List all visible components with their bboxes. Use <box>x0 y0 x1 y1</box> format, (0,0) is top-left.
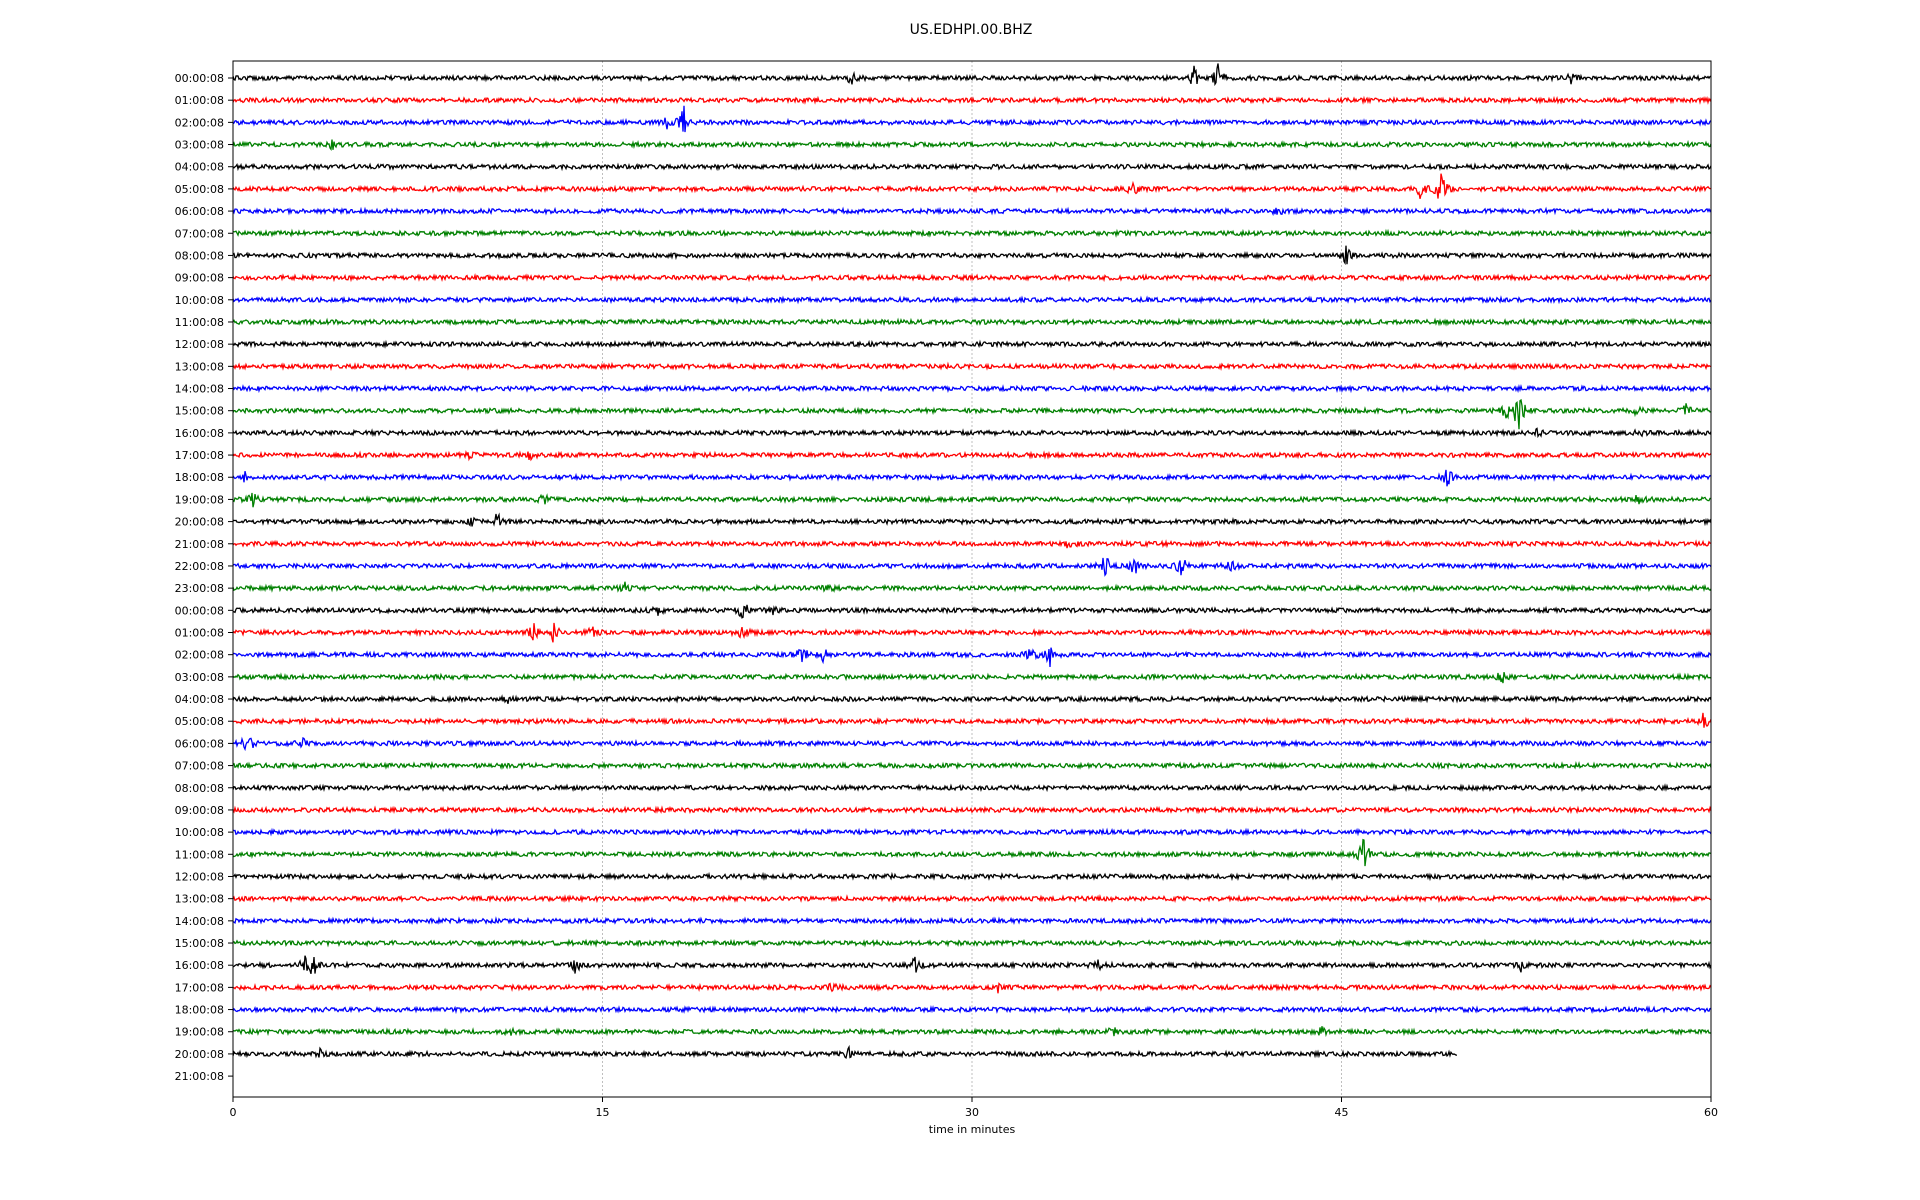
trace-row-9 <box>232 273 1712 283</box>
row-label: 02:00:08 <box>175 116 224 129</box>
trace-row-32 <box>232 783 1712 793</box>
row-label: 12:00:08 <box>175 338 224 351</box>
trace-row-7 <box>232 228 1712 238</box>
row-label: 14:00:08 <box>175 915 224 928</box>
trace-row-24 <box>232 604 1712 619</box>
trace-row-28 <box>232 694 1712 704</box>
trace-row-27 <box>232 672 1712 684</box>
trace-row-8 <box>232 245 1712 266</box>
trace-row-25 <box>232 622 1712 643</box>
row-label: 00:00:08 <box>175 604 224 617</box>
trace-row-16 <box>232 427 1712 439</box>
row-label: 17:00:08 <box>175 449 224 462</box>
trace-row-34 <box>232 827 1712 837</box>
trace-row-43 <box>232 1026 1712 1038</box>
trace-row-37 <box>232 894 1712 904</box>
row-label: 14:00:08 <box>175 383 224 396</box>
row-label: 22:00:08 <box>175 560 224 573</box>
trace-row-33 <box>232 805 1712 815</box>
row-label: 06:00:08 <box>175 205 224 218</box>
trace-row-11 <box>232 317 1712 327</box>
x-tick-label: 0 <box>230 1106 237 1119</box>
row-label: 21:00:08 <box>175 538 224 551</box>
row-label: 18:00:08 <box>175 471 224 484</box>
x-tick-label: 45 <box>1335 1106 1349 1119</box>
trace-row-3 <box>232 139 1712 151</box>
row-label: 19:00:08 <box>175 493 224 506</box>
trace-row-1 <box>232 95 1712 105</box>
x-tick-label: 30 <box>965 1106 979 1119</box>
trace-row-10 <box>232 295 1712 305</box>
trace-row-14 <box>232 383 1712 394</box>
trace-row-20 <box>232 512 1712 527</box>
trace-row-5 <box>232 173 1712 199</box>
row-label: 01:00:08 <box>175 627 224 640</box>
row-label: 21:00:08 <box>175 1070 224 1083</box>
trace-row-6 <box>232 206 1712 217</box>
x-tick-label: 15 <box>596 1106 610 1119</box>
row-label: 03:00:08 <box>175 139 224 152</box>
row-label: 08:00:08 <box>175 782 224 795</box>
row-label: 18:00:08 <box>175 1004 224 1017</box>
row-label: 04:00:08 <box>175 161 224 174</box>
row-label: 13:00:08 <box>175 893 224 906</box>
row-label: 20:00:08 <box>175 1048 224 1061</box>
trace-row-36 <box>232 871 1712 882</box>
trace-row-35 <box>232 838 1712 867</box>
trace-row-21 <box>232 539 1712 549</box>
row-label: 16:00:08 <box>175 427 224 440</box>
trace-row-2 <box>232 105 1712 133</box>
row-label: 19:00:08 <box>175 1026 224 1039</box>
trace-row-44 <box>232 1044 1457 1060</box>
trace-row-41 <box>232 982 1712 994</box>
row-label: 03:00:08 <box>175 671 224 684</box>
row-label: 23:00:08 <box>175 582 224 595</box>
trace-row-0 <box>232 63 1712 87</box>
trace-row-22 <box>232 557 1712 577</box>
trace-row-4 <box>232 162 1712 172</box>
row-label: 15:00:08 <box>175 405 224 418</box>
row-label: 16:00:08 <box>175 959 224 972</box>
row-label: 11:00:08 <box>175 848 224 861</box>
row-label: 09:00:08 <box>175 804 224 817</box>
row-label: 06:00:08 <box>175 737 224 750</box>
trace-row-26 <box>232 647 1712 668</box>
trace-row-23 <box>232 581 1712 593</box>
x-axis-label: time in minutes <box>929 1123 1016 1136</box>
trace-row-18 <box>232 469 1712 487</box>
row-label: 05:00:08 <box>175 183 224 196</box>
trace-row-39 <box>232 938 1712 948</box>
trace-row-31 <box>232 760 1712 771</box>
row-label: 17:00:08 <box>175 981 224 994</box>
trace-row-30 <box>232 736 1712 752</box>
row-label: 20:00:08 <box>175 516 224 529</box>
row-label: 12:00:08 <box>175 870 224 883</box>
trace-row-42 <box>232 1004 1712 1015</box>
row-label: 10:00:08 <box>175 294 224 307</box>
row-label: 08:00:08 <box>175 249 224 262</box>
row-label: 07:00:08 <box>175 760 224 773</box>
trace-row-17 <box>232 449 1712 462</box>
row-label: 04:00:08 <box>175 693 224 706</box>
trace-row-19 <box>232 492 1712 508</box>
x-tick-label: 60 <box>1704 1106 1718 1119</box>
trace-row-15 <box>232 398 1712 430</box>
row-label: 13:00:08 <box>175 360 224 373</box>
row-label: 07:00:08 <box>175 227 224 240</box>
chart-title: US.EDHPI.00.BHZ <box>909 22 1033 38</box>
trace-row-12 <box>232 339 1712 349</box>
row-label: 11:00:08 <box>175 316 224 329</box>
trace-row-40 <box>232 955 1712 974</box>
trace-row-38 <box>232 916 1712 926</box>
row-label: 05:00:08 <box>175 715 224 728</box>
trace-row-29 <box>232 712 1712 728</box>
row-label: 10:00:08 <box>175 826 224 839</box>
trace-row-13 <box>232 361 1712 372</box>
row-label: 15:00:08 <box>175 937 224 950</box>
row-label: 09:00:08 <box>175 272 224 285</box>
row-label: 01:00:08 <box>175 94 224 107</box>
row-label: 00:00:08 <box>175 72 224 85</box>
row-label: 02:00:08 <box>175 649 224 662</box>
